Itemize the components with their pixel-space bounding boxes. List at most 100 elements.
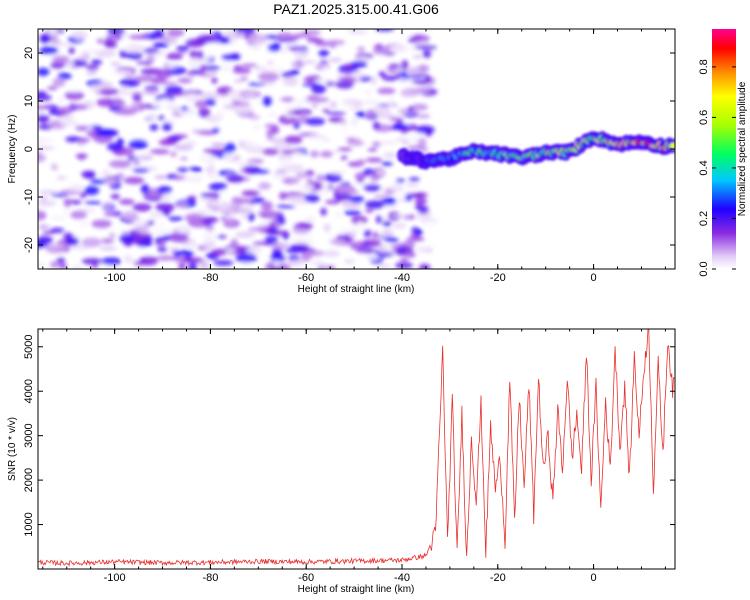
noise-blob (276, 39, 296, 43)
noise-blob (356, 221, 364, 230)
noise-blob (270, 254, 286, 262)
noise-blob (415, 204, 423, 211)
noise-blob (152, 221, 167, 227)
noise-blob (38, 137, 49, 143)
noise-blob (226, 217, 235, 225)
noise-blob (99, 246, 118, 251)
noise-blob (372, 121, 381, 130)
noise-blob (422, 50, 432, 58)
noise-blob (381, 161, 393, 166)
noise-blob (240, 76, 248, 81)
noise-blob (177, 167, 189, 173)
spectrogram-ylabel: Frequency (Hz) (7, 115, 18, 184)
noise-blob (223, 152, 235, 161)
noise-blob (295, 183, 315, 192)
noise-blob (65, 87, 83, 93)
x-tick-label: -60 (298, 572, 314, 584)
noise-blob (415, 45, 437, 50)
noise-blob (128, 34, 150, 40)
signal-track (397, 131, 675, 170)
noise-blob (155, 202, 175, 213)
noise-blob (110, 69, 133, 76)
noise-blob (108, 160, 131, 168)
noise-blob (110, 224, 125, 230)
noise-blob (304, 233, 314, 242)
noise-blob (84, 201, 102, 205)
noise-blob (412, 55, 423, 59)
noise-blob (203, 71, 218, 75)
noise-blob (38, 142, 46, 146)
noise-blob (361, 100, 380, 106)
noise-blob (356, 159, 367, 165)
noise-blob (343, 79, 360, 82)
noise-blob (203, 232, 217, 242)
noise-blob (201, 91, 219, 101)
noise-blob (416, 114, 431, 119)
noise-blob (56, 256, 66, 264)
x-tick-label: 0 (591, 572, 597, 584)
noise-blob (38, 106, 50, 110)
noise-blob (286, 110, 304, 115)
noise-blob (89, 178, 109, 184)
noise-blob (39, 46, 59, 55)
noise-blob (119, 198, 135, 205)
noise-blob (310, 150, 319, 158)
noise-blob (295, 98, 302, 108)
noise-blob (124, 147, 135, 158)
noise-blob (408, 88, 431, 94)
noise-blob (124, 131, 132, 137)
noise-blob (340, 132, 352, 137)
colorbar-tick-label: 0.2 (698, 211, 710, 226)
noise-blob (248, 114, 261, 120)
noise-blob (411, 132, 425, 136)
noise-blob (168, 216, 184, 221)
noise-blob (275, 204, 296, 209)
noise-blob (167, 135, 183, 141)
noise-blob (221, 46, 228, 51)
x-tick-label: -100 (104, 272, 126, 284)
noise-blob (395, 178, 405, 184)
noise-blob (284, 135, 303, 145)
noise-blob (164, 85, 183, 95)
noise-blob (267, 112, 278, 117)
noise-blob (395, 262, 413, 269)
noise-blob (134, 225, 149, 234)
x-tick-label: -40 (394, 272, 410, 284)
noise-blob (367, 147, 378, 152)
noise-blob (70, 210, 87, 220)
noise-blob (252, 124, 261, 130)
noise-blob (101, 257, 122, 266)
noise-blob (213, 260, 234, 266)
noise-blob (54, 163, 77, 168)
noise-blob (91, 219, 112, 229)
noise-blob (179, 157, 188, 161)
noise-blob (38, 210, 47, 221)
noise-blob (411, 103, 428, 111)
noise-blob (166, 29, 185, 38)
noise-blob (305, 117, 326, 126)
noise-blob (52, 43, 73, 47)
noise-blob (220, 189, 231, 200)
noise-blob (264, 80, 276, 85)
noise-blob (231, 208, 253, 212)
noise-blob (232, 67, 252, 74)
noise-blob (335, 80, 354, 89)
noise-blob (237, 161, 258, 166)
noise-blob (346, 29, 368, 35)
snr-series-line (38, 329, 675, 568)
noise-blob (375, 215, 383, 224)
noise-blob (363, 184, 382, 192)
noise-blob (296, 222, 314, 229)
noise-blob (322, 108, 330, 113)
noise-blob (176, 45, 190, 52)
x-tick-label: -20 (490, 272, 506, 284)
noise-blob (226, 174, 245, 183)
noise-blob (203, 148, 225, 154)
noise-blob (383, 197, 397, 205)
noise-blob (247, 82, 266, 86)
snr-ylabel: SNR (10 * v/v) (7, 417, 18, 481)
x-tick-label: -20 (490, 572, 506, 584)
noise-blob (333, 184, 356, 193)
noise-blob (261, 96, 273, 107)
